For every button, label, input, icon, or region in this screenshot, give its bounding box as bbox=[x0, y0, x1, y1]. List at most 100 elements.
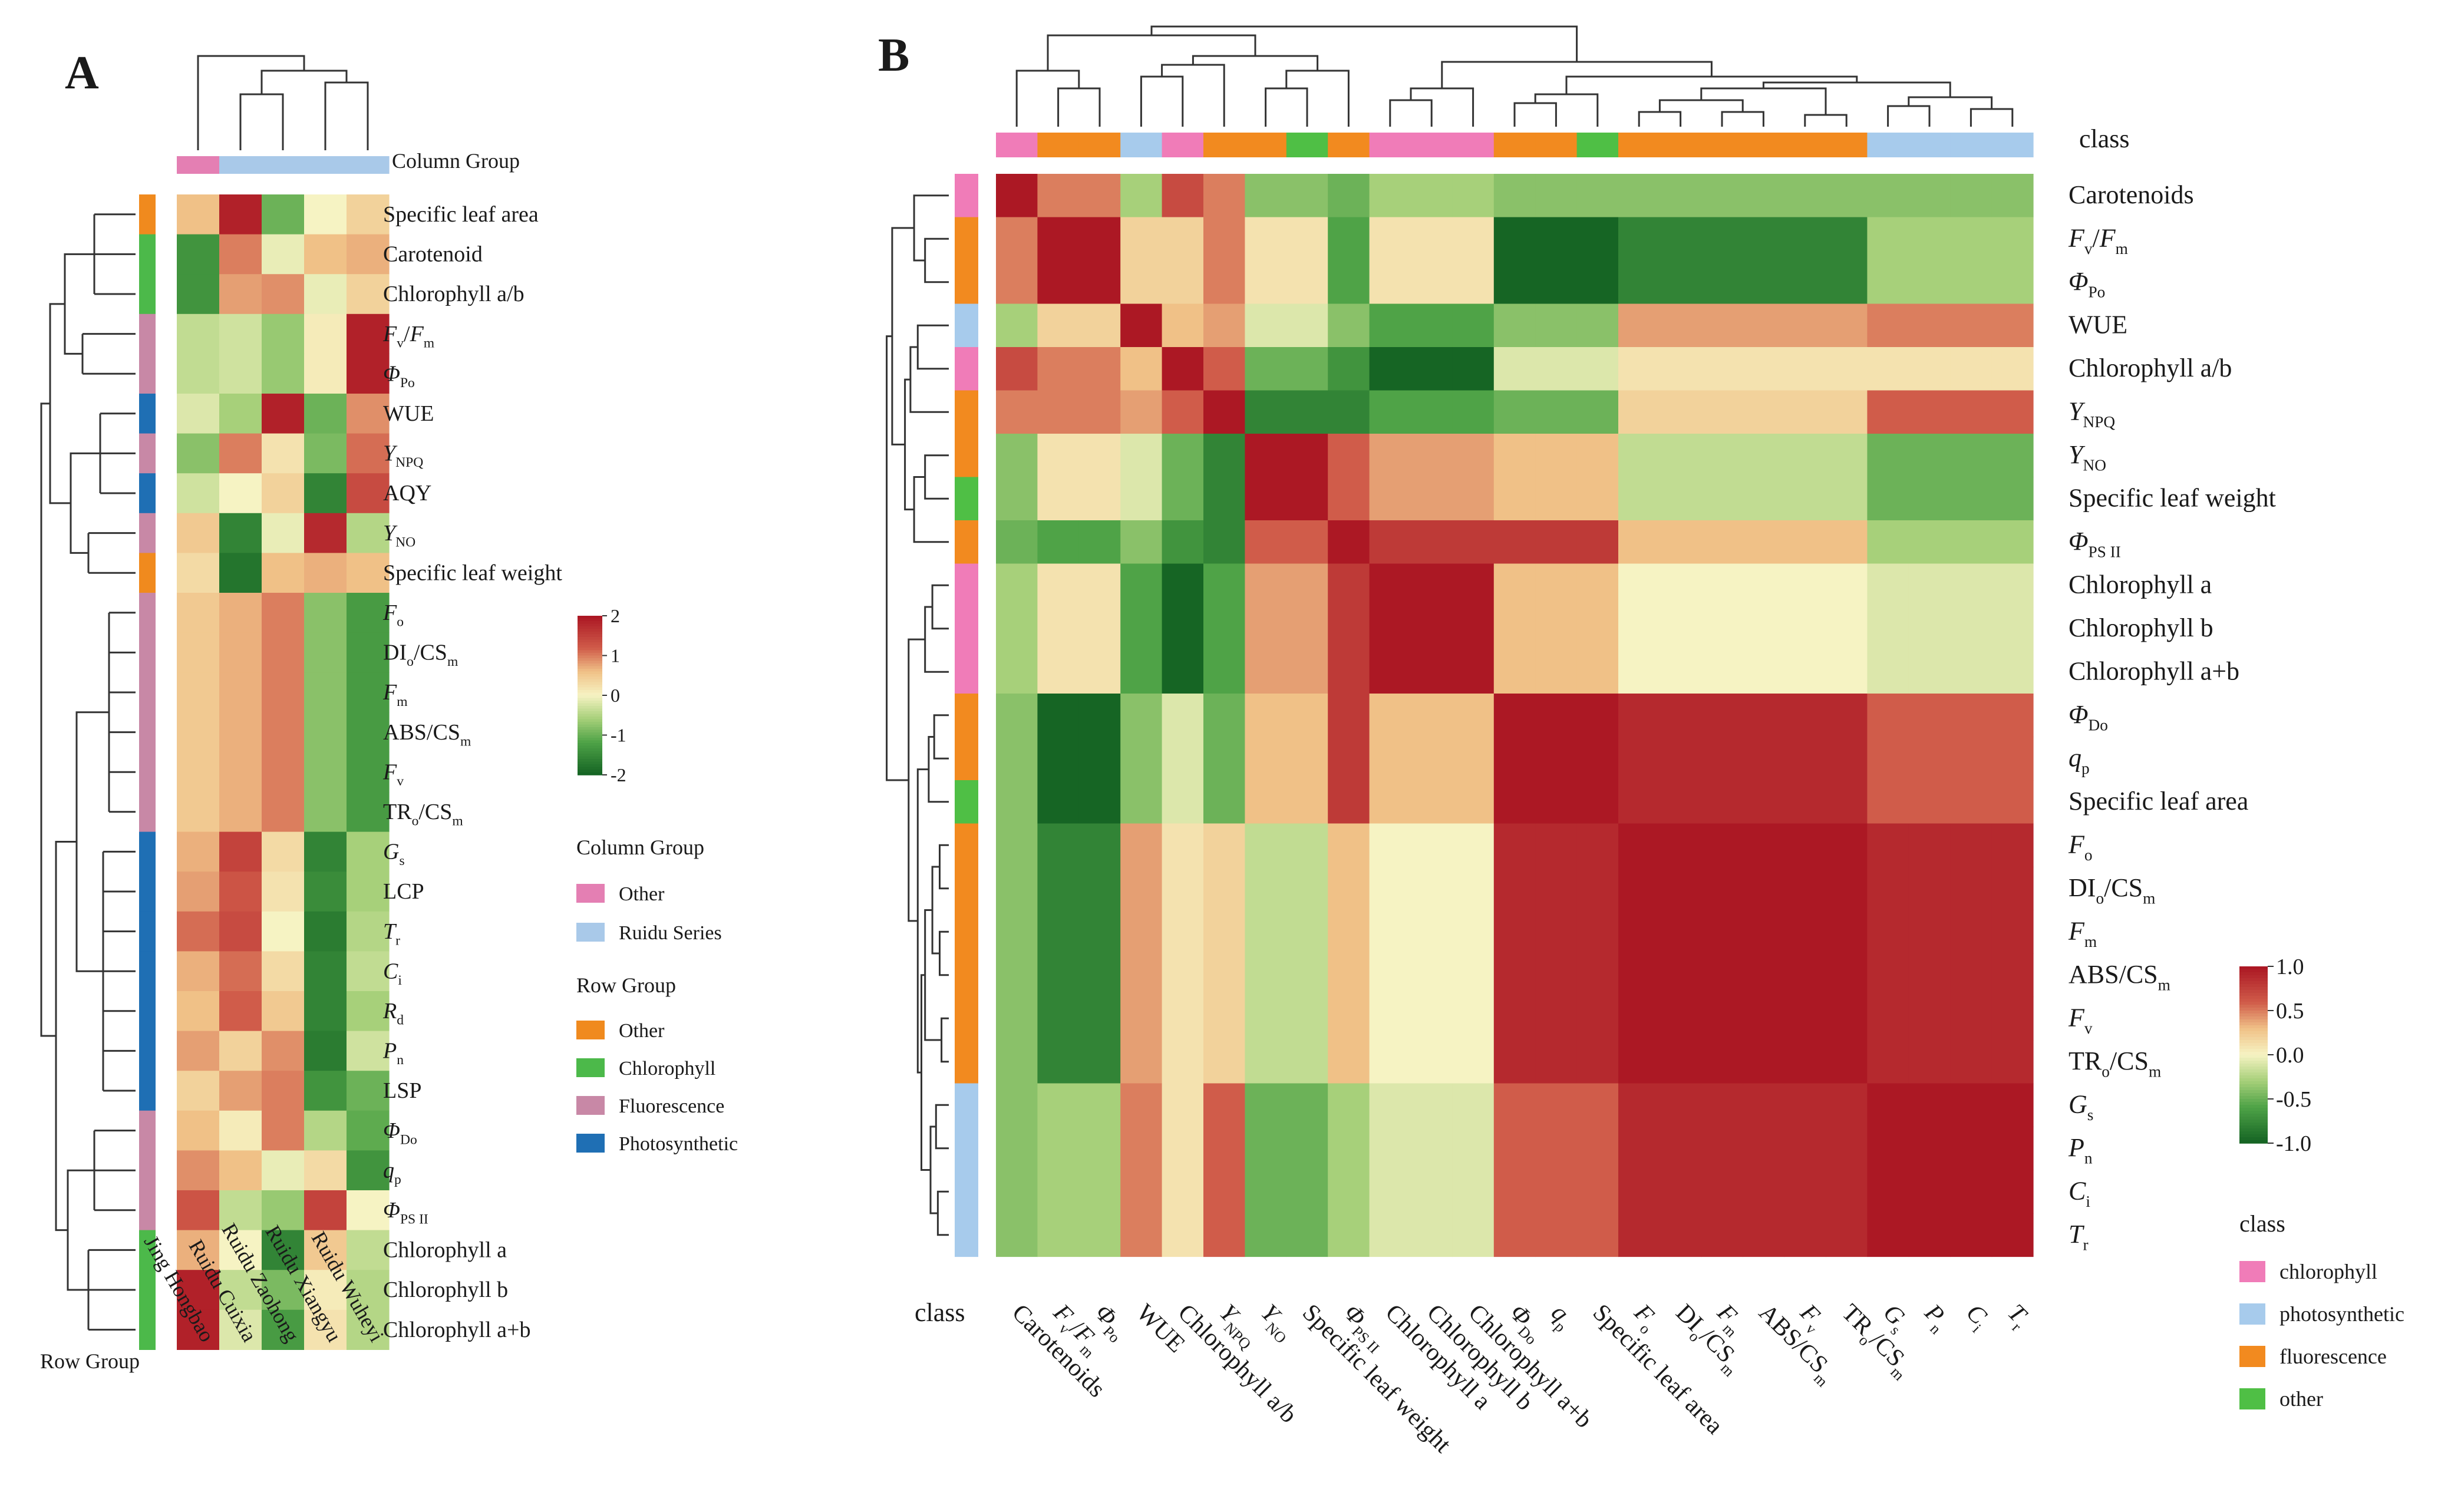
corr-cell-fm-chlorophyll-a bbox=[1369, 910, 1411, 954]
row-dendrogram-branch bbox=[931, 866, 940, 955]
row-group-cell-fv bbox=[139, 752, 156, 793]
colorbar-swatch bbox=[2239, 1034, 2268, 1038]
heatmap-cell-dio-csm-jing-hongbao bbox=[177, 632, 220, 673]
corr-cell-chlorophyll-a-ynpq bbox=[1203, 563, 1245, 608]
corr-cell-chlorophyll-a-po bbox=[1078, 563, 1121, 608]
row-group-cell-pn bbox=[139, 1031, 156, 1071]
corr-cell-tr-po bbox=[1078, 1213, 1121, 1257]
corr-cell-fm-specific-leaf-weight bbox=[1286, 910, 1328, 954]
row-label-specific-leaf-weight: Specific leaf weight bbox=[383, 560, 562, 585]
row-group-cell-specific-leaf-area bbox=[139, 194, 156, 235]
corr-cell-chlorophyll-b-tro-csm bbox=[1826, 607, 1868, 651]
corr-cell-yno-fv-fm bbox=[1037, 434, 1080, 478]
heatmap-cell-tro-csm-ruidu-xiangyu bbox=[304, 792, 347, 833]
corr-cell-fm-chlorophyll-a-b bbox=[1452, 910, 1495, 954]
column-dendrogram-branch bbox=[1285, 70, 1350, 127]
colorbar-swatch bbox=[2239, 1081, 2268, 1085]
column-class-cell-specific-leaf-area bbox=[1576, 133, 1619, 157]
heatmap-cell-carotenoid-ruidu-cuixia bbox=[219, 234, 262, 275]
corr-cell-fv-fm-fm bbox=[1701, 217, 1743, 261]
column-dendrogram-branch bbox=[1638, 111, 1682, 127]
corr-cell-chlorophyll-a-chlorophyll-b bbox=[1411, 563, 1453, 608]
corr-cell-gs-chlorophyll-a-b bbox=[1162, 1083, 1204, 1127]
corr-cell-wue-psii bbox=[1328, 303, 1370, 348]
heatmap-cell-chlorophyll-a-b-jing-hongbao bbox=[177, 1309, 220, 1350]
corr-cell-do-chlorophyll-b bbox=[1411, 694, 1453, 738]
row-label-ynpq: YNPQ​ bbox=[383, 441, 423, 471]
heatmap-cell-lsp-ruidu-xiangyu bbox=[304, 1071, 347, 1111]
corr-cell-yno-wue bbox=[1120, 434, 1163, 478]
row-class-cell-tro-csm bbox=[955, 1040, 978, 1084]
heatmap-cell-qp-ruidu-zaohong bbox=[262, 1150, 305, 1191]
corr-cell-fv-ci bbox=[1950, 996, 1992, 1041]
corr-cell-chlorophyll-a-chlorophyll-a-b bbox=[1452, 563, 1495, 608]
corr-cell-chlorophyll-a-b-wue bbox=[1120, 650, 1163, 694]
corr-cell-fv-fm-ci bbox=[1950, 217, 1992, 261]
corr-cell-gs-qp bbox=[1535, 1083, 1578, 1127]
colorbar-swatch bbox=[578, 764, 602, 768]
corr-cell-tro-csm-ynpq bbox=[1203, 1040, 1245, 1084]
panel-b-row-class-bar bbox=[955, 174, 978, 1257]
corr-cell-chlorophyll-b-ci bbox=[1950, 607, 1992, 651]
heatmap-cell-tr-jing-hongbao bbox=[177, 911, 220, 952]
corr-cell-chlorophyll-a-b-fo bbox=[1618, 650, 1660, 694]
corr-cell-chlorophyll-a-b-tr bbox=[1991, 650, 2034, 694]
corr-cell-specific-leaf-weight-do bbox=[1493, 477, 1536, 521]
corr-cell-chlorophyll-a-b-tro-csm bbox=[1826, 650, 1868, 694]
corr-cell-abs-csm-wue bbox=[1120, 953, 1163, 998]
corr-cell-chlorophyll-a-gs bbox=[1867, 563, 1909, 608]
legend-swatch-chlorophyll bbox=[2239, 1261, 2265, 1282]
corr-cell-chlorophyll-a-b-po bbox=[1078, 650, 1121, 694]
colorbar-swatch bbox=[578, 661, 602, 664]
heatmap-cell-chlorophyll-a-jing-hongbao bbox=[177, 1230, 220, 1270]
corr-cell-wue-do bbox=[1493, 303, 1536, 348]
colorbar-swatch bbox=[2239, 1040, 2268, 1044]
corr-cell-chlorophyll-a-b-yno bbox=[1245, 650, 1287, 694]
corr-cell-ynpq-specific-leaf-weight bbox=[1286, 390, 1328, 434]
corr-cell-chlorophyll-a-wue bbox=[1120, 563, 1163, 608]
heatmap-cell-do-ruidu-wuheyi bbox=[347, 1110, 390, 1151]
corr-cell-po-wue bbox=[1120, 260, 1163, 305]
row-label-fo: Fo​ bbox=[382, 600, 404, 630]
corr-cell-abs-csm-specific-leaf-weight bbox=[1286, 953, 1328, 998]
corr-cell-chlorophyll-b-pn bbox=[1908, 607, 1951, 651]
colorbar-swatch bbox=[578, 761, 602, 765]
heatmap-cell-ynpq-ruidu-cuixia bbox=[219, 433, 262, 474]
corr-cell-fv-fm-qp bbox=[1535, 217, 1578, 261]
corr-cell-pn-tr bbox=[1991, 1127, 2034, 1171]
heatmap-cell-chlorophyll-b-ruidu-wuheyi bbox=[347, 1270, 390, 1310]
colorbar-swatch bbox=[2239, 1016, 2268, 1020]
corr-cell-do-fv bbox=[1784, 694, 1826, 738]
column-label-ci: Ci​ bbox=[1958, 1299, 1995, 1336]
heatmap-cell-dio-csm-ruidu-zaohong bbox=[262, 632, 305, 673]
heatmap-cell-aqy-ruidu-cuixia bbox=[219, 473, 262, 514]
corr-cell-carotenoids-specific-leaf-weight bbox=[1286, 174, 1328, 218]
legend-label-other: Other bbox=[619, 883, 665, 905]
corr-cell-qp-do bbox=[1493, 737, 1536, 781]
colorbar-swatch bbox=[2239, 1046, 2268, 1049]
colorbar-swatch bbox=[2239, 1125, 2268, 1129]
row-label-po: ΦPo​ bbox=[383, 361, 415, 391]
corr-cell-fm-do bbox=[1493, 910, 1536, 954]
corr-cell-chlorophyll-a-b-psii bbox=[1328, 347, 1370, 391]
corr-cell-po-fv-fm bbox=[1037, 260, 1080, 305]
heatmap-cell-specific-leaf-area-ruidu-xiangyu bbox=[304, 194, 347, 235]
heatmap-cell-chlorophyll-a-ruidu-zaohong bbox=[262, 1230, 305, 1270]
colorbar-swatch bbox=[578, 735, 602, 738]
legend-swatch-chlorophyll bbox=[576, 1058, 605, 1077]
heatmap-cell-fo-ruidu-zaohong bbox=[262, 593, 305, 633]
corr-cell-po-ci bbox=[1950, 260, 1992, 305]
heatmap-cell-specific-leaf-weight-ruidu-wuheyi bbox=[347, 553, 390, 593]
row-dendrogram-branch bbox=[931, 584, 949, 630]
corr-cell-dio-csm-dio-csm bbox=[1660, 867, 1702, 911]
corr-cell-specific-leaf-weight-yno bbox=[1245, 477, 1287, 521]
corr-cell-gs-do bbox=[1493, 1083, 1536, 1127]
corr-cell-ci-fv-fm bbox=[1037, 1170, 1080, 1214]
row-group-cell-specific-leaf-weight bbox=[139, 553, 156, 593]
corr-cell-chlorophyll-a-b-carotenoids bbox=[996, 347, 1038, 391]
heatmap-cell-abs-csm-ruidu-zaohong bbox=[262, 712, 305, 752]
corr-cell-chlorophyll-b-ynpq bbox=[1203, 607, 1245, 651]
row-dendrogram-branch bbox=[939, 844, 949, 890]
panel-b-column-class-bar bbox=[996, 133, 2034, 157]
corr-cell-ynpq-chlorophyll-a-b bbox=[1162, 390, 1204, 434]
